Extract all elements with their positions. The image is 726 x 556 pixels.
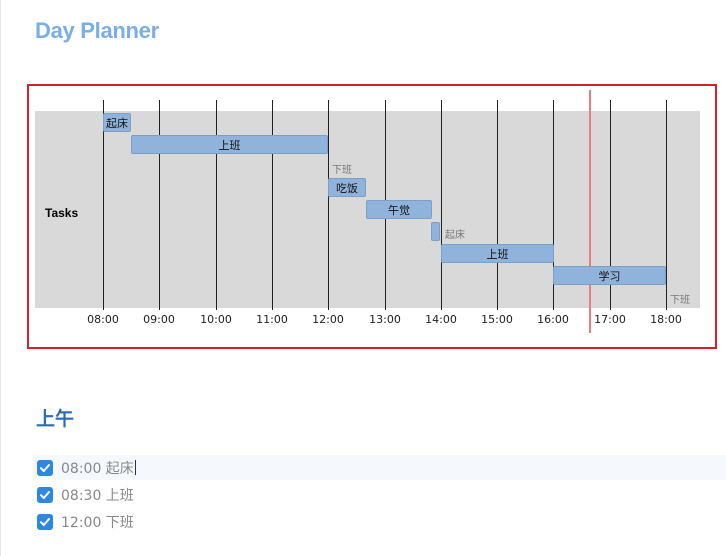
task-text[interactable]: 12:00 下班 [61,514,134,531]
gantt-gridline [610,100,611,310]
checkmark-icon [40,463,50,472]
task-item: 08:30 上班 [33,482,726,507]
section-heading: 上午 [36,408,75,430]
checkmark-icon [40,517,50,526]
gantt-tick-label: 13:00 [369,313,401,326]
gantt-gridline [216,100,217,310]
text-cursor [134,460,136,475]
task-text[interactable]: 08:30 上班 [61,487,134,504]
task-item: 08:00 起床 [33,455,726,480]
task-checkbox[interactable] [37,513,53,530]
gantt-milestone-label: 下班 [670,295,690,306]
editor-left-border [0,0,1,556]
checkmark-icon [40,490,50,499]
gantt-tick-label: 11:00 [256,313,288,326]
gantt-tick-label: 08:00 [87,313,119,326]
gantt-task-bar[interactable] [431,222,440,241]
gantt-task-bar[interactable]: 学习 [553,266,666,285]
gantt-gridline [441,100,442,310]
gantt-tick-label: 17:00 [594,313,626,326]
gantt-tick-label: 18:00 [650,313,682,326]
task-item: 12:00 下班 [33,509,726,534]
gantt-tick-label: 12:00 [312,313,344,326]
gantt-gridline [497,100,498,310]
task-checkbox[interactable] [37,486,53,503]
gantt-gridline [272,100,273,310]
gantt-tick-label: 14:00 [425,313,457,326]
gantt-task-label: 起床 [445,230,465,241]
task-text[interactable]: 08:00 起床 [61,460,134,477]
current-time-marker [589,90,591,333]
gantt-task-bar[interactable]: 上班 [131,135,328,154]
gantt-tick-label: 09:00 [143,313,175,326]
gantt-gridline [328,100,329,310]
gantt-task-bar[interactable]: 午觉 [366,200,432,219]
gantt-task-bar[interactable]: 上班 [441,244,554,263]
gantt-tick-label: 15:00 [481,313,513,326]
gantt-task-bar[interactable]: 起床 [103,113,131,132]
gantt-section-label: Tasks [45,206,79,220]
gantt-gridline [666,100,667,310]
gantt-gridline [159,100,160,310]
task-checkbox[interactable] [37,459,53,476]
page-title: Day Planner [35,18,159,43]
gantt-milestone-label: 下班 [332,165,352,176]
gantt-gridline [553,100,554,310]
gantt-tick-label: 16:00 [537,313,569,326]
gantt-chart-frame [27,84,717,349]
gantt-tick-label: 10:00 [200,313,232,326]
gantt-task-bar[interactable]: 吃饭 [328,178,366,197]
gantt-gridline [103,100,104,310]
